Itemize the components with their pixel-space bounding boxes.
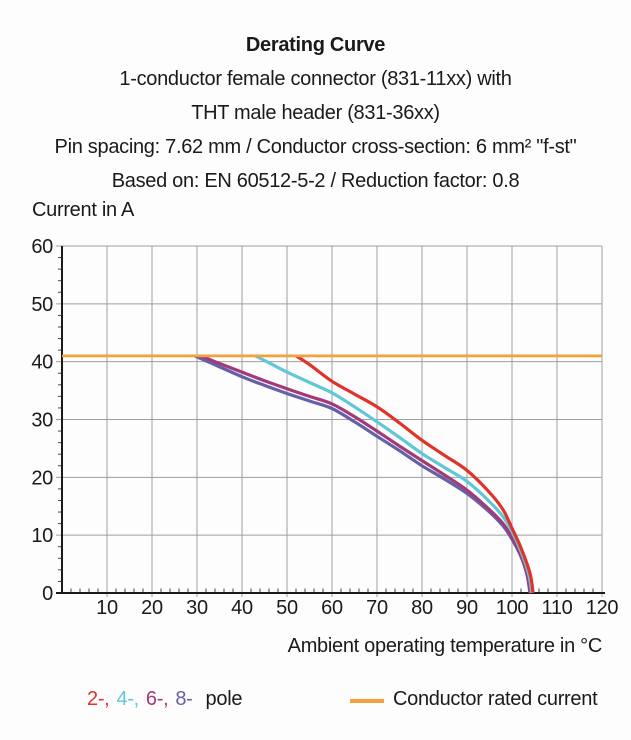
legend-pole-word: pole: [205, 688, 243, 710]
x-tick-label-110: 110: [542, 597, 573, 619]
legend-item-2-pole: 2-,: [87, 688, 110, 710]
x-tick-label-20: 20: [141, 597, 163, 619]
x-axis-title: Ambient operating temperature in °C: [288, 635, 602, 657]
chart-header: Derating Curve 1-conductor female connec…: [0, 28, 631, 198]
y-tick-label-10: 10: [31, 525, 53, 547]
chart-subtitle-line-2: THT male header (831-36xx): [191, 102, 440, 124]
chart-subtitle-line-4: Based on: EN 60512-5-2 / Reduction facto…: [111, 170, 520, 192]
legend-pole-items: 2-, 4-, 6-, 8-: [87, 688, 200, 710]
legend-poles: 2-, 4-, 6-, 8- pole: [87, 688, 242, 711]
x-tick-label-30: 30: [186, 597, 208, 619]
curve-2-pole: [295, 354, 535, 594]
y-tick-label-0: 0: [42, 583, 53, 605]
x-tick-label-50: 50: [276, 597, 298, 619]
y-tick-label-50: 50: [31, 294, 53, 316]
y-tick-label-60: 60: [31, 236, 53, 258]
chart-title: Derating Curve: [245, 34, 386, 56]
rated-current-line-swatch: [350, 698, 384, 703]
legend-rated-current: Conductor rated current: [350, 688, 598, 711]
x-tick-label-120: 120: [586, 597, 619, 619]
x-tick-label-80: 80: [411, 597, 433, 619]
y-tick-label-30: 30: [31, 410, 53, 432]
curve-6-pole: [200, 354, 533, 594]
y-tick-label-40: 40: [31, 352, 53, 374]
x-tick-label-10: 10: [96, 597, 118, 619]
legend-item-8-pole: 8-: [175, 688, 193, 710]
x-tick-label-40: 40: [231, 597, 253, 619]
curve-8-pole: [194, 354, 532, 594]
x-tick-label-70: 70: [366, 597, 388, 619]
chart-subtitle-line-3: Pin spacing: 7.62 mm / Conductor cross-s…: [54, 136, 577, 158]
x-tick-label-100: 100: [496, 597, 529, 619]
legend-item-6-pole: 6-,: [145, 688, 169, 710]
y-axis-title: Current in A: [32, 199, 135, 221]
legend-item-4-pole: 4-,: [116, 688, 139, 710]
x-tick-label-60: 60: [321, 597, 343, 619]
rated-current-label: Conductor rated current: [393, 688, 598, 710]
y-tick-label-20: 20: [31, 467, 53, 489]
chart-subtitle-line-1: 1-conductor female connector (831-11xx) …: [119, 68, 512, 90]
x-tick-label-90: 90: [456, 597, 478, 619]
